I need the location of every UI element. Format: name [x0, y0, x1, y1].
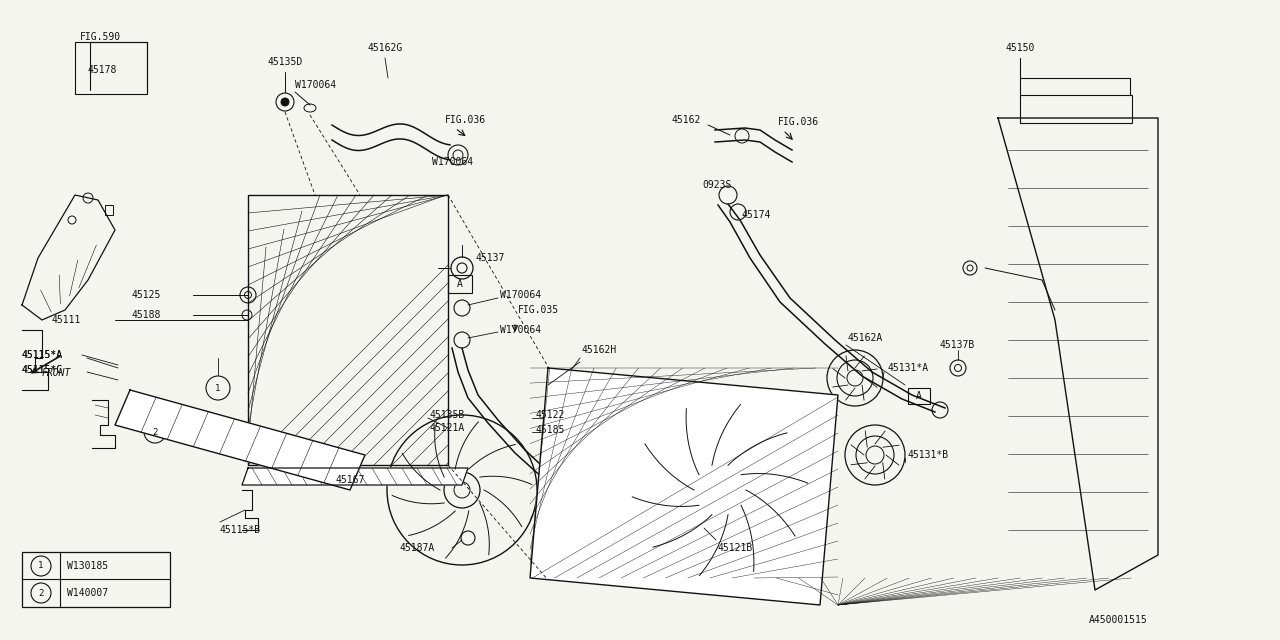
Text: 45185: 45185: [535, 425, 564, 435]
Text: 45188: 45188: [132, 310, 161, 320]
Text: W170064: W170064: [500, 290, 541, 300]
Text: FIG.590: FIG.590: [79, 32, 122, 42]
Text: 2: 2: [38, 589, 44, 598]
Text: 45122: 45122: [535, 410, 564, 420]
Polygon shape: [530, 368, 838, 605]
Text: 45135D: 45135D: [268, 57, 303, 67]
Text: 45137: 45137: [475, 253, 504, 263]
Text: A: A: [916, 391, 922, 401]
Text: 45162A: 45162A: [849, 333, 883, 343]
Bar: [22, 552, 170, 607]
Text: 45174: 45174: [742, 210, 772, 220]
Text: 45167: 45167: [335, 475, 365, 485]
Text: 45150: 45150: [1005, 43, 1034, 53]
Text: A450001515: A450001515: [1089, 615, 1148, 625]
Text: 1: 1: [38, 561, 44, 570]
Text: A: A: [457, 279, 463, 289]
Text: 45125: 45125: [132, 290, 161, 300]
Text: 45115*C: 45115*C: [22, 365, 63, 375]
Text: 2: 2: [152, 428, 157, 436]
Text: W170064: W170064: [500, 325, 541, 335]
Circle shape: [282, 98, 289, 106]
Bar: [105, 205, 113, 215]
Text: 0923S: 0923S: [701, 180, 731, 190]
Bar: [1020, 95, 1132, 123]
Text: FIG.035: FIG.035: [518, 305, 559, 315]
Text: 45162H: 45162H: [582, 345, 617, 355]
Text: FIG.036: FIG.036: [778, 117, 819, 127]
Bar: [76, 42, 147, 94]
Polygon shape: [242, 468, 468, 485]
Text: W170064: W170064: [294, 80, 337, 90]
Text: W130185: W130185: [67, 561, 108, 571]
Bar: [248, 195, 448, 465]
Text: 45131*A: 45131*A: [888, 363, 929, 373]
Text: FRONT: FRONT: [42, 368, 72, 378]
Text: 45115*A: 45115*A: [22, 350, 63, 360]
Text: 45115*B: 45115*B: [220, 525, 261, 535]
Text: 45178: 45178: [88, 65, 118, 75]
Text: 1: 1: [215, 383, 220, 392]
Text: W140007: W140007: [67, 588, 108, 598]
Bar: [908, 388, 931, 404]
Polygon shape: [115, 390, 365, 490]
Text: 45135B: 45135B: [430, 410, 465, 420]
Text: 45115*C: 45115*C: [22, 365, 63, 375]
Text: 45187A: 45187A: [399, 543, 435, 553]
Text: 45131*B: 45131*B: [908, 450, 950, 460]
Bar: [448, 275, 472, 293]
Text: 45162G: 45162G: [369, 43, 403, 53]
Text: 45115*A: 45115*A: [22, 350, 63, 360]
Text: W170064: W170064: [433, 157, 474, 167]
Text: 45111: 45111: [52, 315, 82, 325]
Text: 45121A: 45121A: [430, 423, 465, 433]
Text: 45121B: 45121B: [718, 543, 753, 553]
Text: FIG.036: FIG.036: [445, 115, 486, 125]
Text: 45162: 45162: [672, 115, 701, 125]
Text: 45137B: 45137B: [940, 340, 975, 350]
